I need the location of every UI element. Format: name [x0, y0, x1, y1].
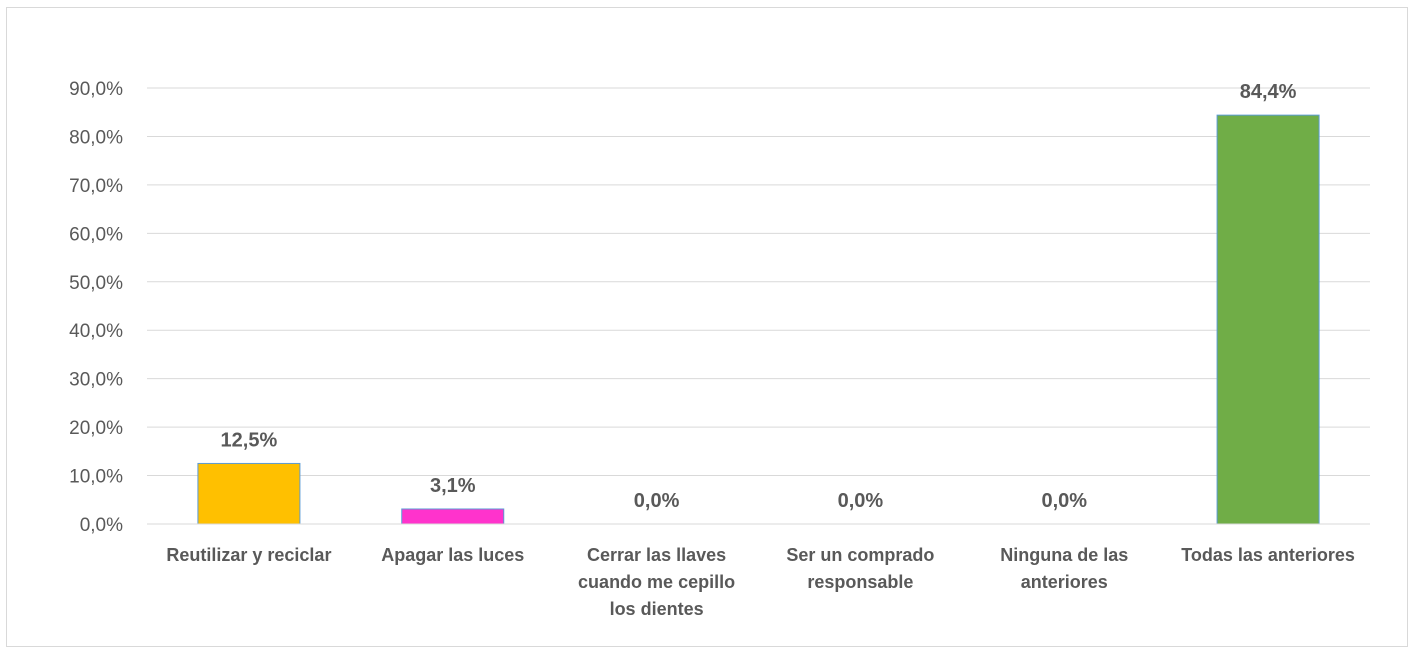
category-label: Cerrar las llaves cuando me cepillo los di…: [578, 545, 735, 619]
data-label: 3,1%: [430, 475, 476, 497]
y-tick-label: 40,0%: [69, 321, 123, 342]
y-tick-label: 50,0%: [69, 273, 123, 294]
y-tick-label: 10,0%: [69, 467, 123, 488]
data-label: 84,4%: [1240, 81, 1297, 103]
y-tick-label: 90,0%: [69, 79, 123, 100]
category-label: Ninguna de las anteriores: [1000, 545, 1128, 592]
category-label-line: Ninguna de las: [1000, 545, 1128, 565]
y-tick-label: 70,0%: [69, 176, 123, 197]
y-tick-label: 80,0%: [69, 127, 123, 148]
category-label-line: Ser un comprado: [786, 545, 934, 565]
category-label: Ser un comprado responsable: [786, 545, 934, 592]
category-label: Reutilizar y reciclar: [166, 545, 331, 565]
data-label: 12,5%: [221, 429, 278, 451]
category-label: Apagar las luces: [381, 545, 524, 565]
y-tick-label: 20,0%: [69, 418, 123, 439]
y-tick-label: 0,0%: [80, 515, 123, 536]
gridlines: [147, 87, 1370, 477]
category-label-line: cuando me cepillo: [578, 572, 735, 592]
data-label: 0,0%: [838, 490, 884, 512]
category-label-line: Apagar las luces: [381, 545, 524, 565]
y-tick-label: 30,0%: [69, 370, 123, 391]
category-label-line: Cerrar las llaves: [587, 545, 726, 565]
category-label-line: responsable: [807, 572, 913, 592]
data-labels: 12,5% 3,1% 0,0% 0,0% 0,0% 84,4%: [221, 81, 1297, 512]
data-label: 0,0%: [634, 490, 680, 512]
category-label-line: Todas las anteriores: [1181, 545, 1355, 565]
data-label: 0,0%: [1041, 490, 1087, 512]
category-label-line: los dientes: [610, 599, 704, 619]
category-label-line: anteriores: [1021, 572, 1108, 592]
bar: [197, 462, 301, 525]
bars: [197, 114, 1320, 525]
x-axis-category-labels: Reutilizar y reciclar Apagar las luces Cer…: [166, 545, 1355, 619]
bar: [1216, 114, 1320, 525]
bar: [401, 508, 505, 525]
y-axis-tick-labels: 0,0% 10,0% 20,0% 30,0% 40,0% 50,0% 60,0% 70,0% 8…: [69, 79, 123, 536]
category-label: Todas las anteriores: [1181, 545, 1355, 565]
chart-frame: [6, 7, 1408, 647]
category-label-line: Reutilizar y reciclar: [166, 545, 331, 565]
y-tick-label: 60,0%: [69, 224, 123, 245]
